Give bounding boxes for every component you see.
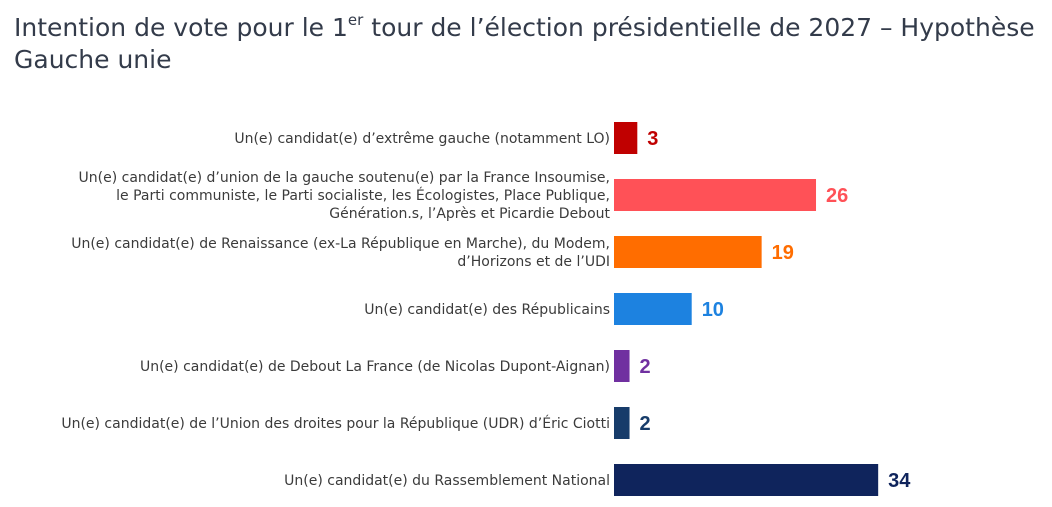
value-label-2: 26 (826, 185, 848, 207)
bar-2 (614, 179, 817, 211)
value-label-1: 3 (647, 128, 658, 150)
bar-4 (614, 293, 692, 325)
category-label-6: Un(e) candidat(e) de l’Union des droites… (61, 415, 610, 432)
bar-7 (614, 464, 879, 496)
title-part-2: tour de l’élection présidentielle de 202… (14, 13, 1035, 74)
category-label-5: Un(e) candidat(e) de Debout La France (d… (140, 359, 610, 375)
value-label-7: 34 (888, 470, 911, 492)
category-label-4: Un(e) candidat(e) des Républicains (364, 302, 610, 318)
category-label-3: Un(e) candidat(e) de Renaissance (ex-La … (71, 236, 610, 270)
title-superscript: er (347, 10, 364, 29)
bar-1 (614, 122, 638, 154)
value-label-4: 10 (702, 299, 724, 321)
category-label-1: Un(e) candidat(e) d’extrême gauche (nota… (234, 131, 610, 147)
value-label-6: 2 (640, 413, 651, 435)
category-label-7: Un(e) candidat(e) du Rassemblement Natio… (284, 473, 610, 489)
value-label-5: 2 (640, 356, 651, 378)
category-label-2: Un(e) candidat(e) d’union de la gauche s… (79, 170, 611, 222)
bar-6 (614, 407, 630, 439)
title-part-1: Intention de vote pour le 1 (14, 13, 348, 42)
value-label-3: 19 (772, 242, 794, 264)
bar-5 (614, 350, 630, 382)
bar-3 (614, 236, 762, 268)
chart-title: Intention de vote pour le 1er tour de l’… (14, 12, 1049, 76)
